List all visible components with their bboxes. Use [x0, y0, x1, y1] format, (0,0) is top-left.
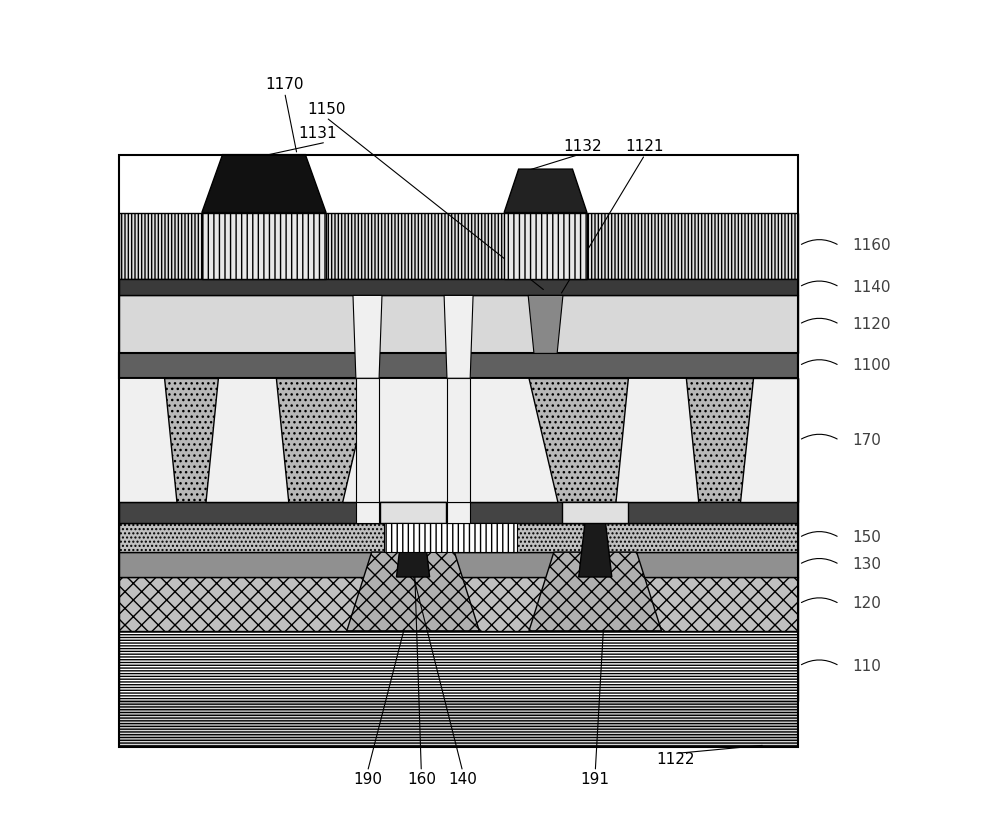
Text: 1132: 1132 [564, 139, 602, 154]
Bar [384, 524, 517, 552]
Text: 1100: 1100 [852, 358, 890, 373]
Text: 160: 160 [407, 773, 436, 788]
Text: 1170: 1170 [265, 76, 304, 91]
Polygon shape [616, 378, 699, 503]
Text: 130: 130 [852, 557, 881, 572]
Polygon shape [206, 378, 289, 503]
Polygon shape [343, 378, 558, 503]
Bar [119, 279, 798, 295]
Polygon shape [202, 213, 326, 279]
Polygon shape [444, 295, 473, 378]
Text: 191: 191 [581, 773, 610, 788]
Polygon shape [579, 524, 612, 577]
Bar [119, 524, 798, 552]
Bar [119, 552, 798, 577]
Polygon shape [347, 552, 479, 631]
Polygon shape [528, 295, 563, 353]
Text: 150: 150 [852, 530, 881, 545]
Bar [119, 701, 798, 747]
Bar [380, 503, 446, 524]
Bar [119, 295, 798, 353]
Bar [119, 353, 798, 378]
Text: 1122: 1122 [657, 752, 695, 767]
Bar [119, 503, 798, 524]
Text: 1120: 1120 [852, 317, 890, 332]
Text: 140: 140 [448, 773, 477, 788]
Polygon shape [740, 378, 798, 503]
Text: 110: 110 [852, 658, 881, 674]
Polygon shape [353, 295, 382, 378]
Text: 120: 120 [852, 597, 881, 612]
Text: 170: 170 [852, 433, 881, 448]
Bar [119, 378, 798, 503]
Text: 1150: 1150 [307, 101, 345, 116]
Bar [356, 378, 379, 503]
Bar [447, 503, 470, 524]
Polygon shape [529, 552, 662, 631]
Bar [119, 213, 798, 279]
Polygon shape [119, 378, 177, 503]
Bar [119, 577, 798, 631]
Bar [562, 503, 628, 524]
Text: 1160: 1160 [852, 238, 891, 253]
Bar [119, 155, 798, 747]
Text: 1140: 1140 [852, 279, 890, 295]
Text: 190: 190 [353, 773, 382, 788]
Bar [447, 378, 470, 503]
Text: 1131: 1131 [298, 126, 337, 141]
Polygon shape [504, 213, 587, 279]
Polygon shape [202, 155, 326, 213]
Text: 1121: 1121 [626, 139, 664, 154]
Polygon shape [504, 169, 587, 213]
Bar [119, 631, 798, 701]
Polygon shape [396, 524, 430, 577]
Bar [356, 503, 379, 524]
